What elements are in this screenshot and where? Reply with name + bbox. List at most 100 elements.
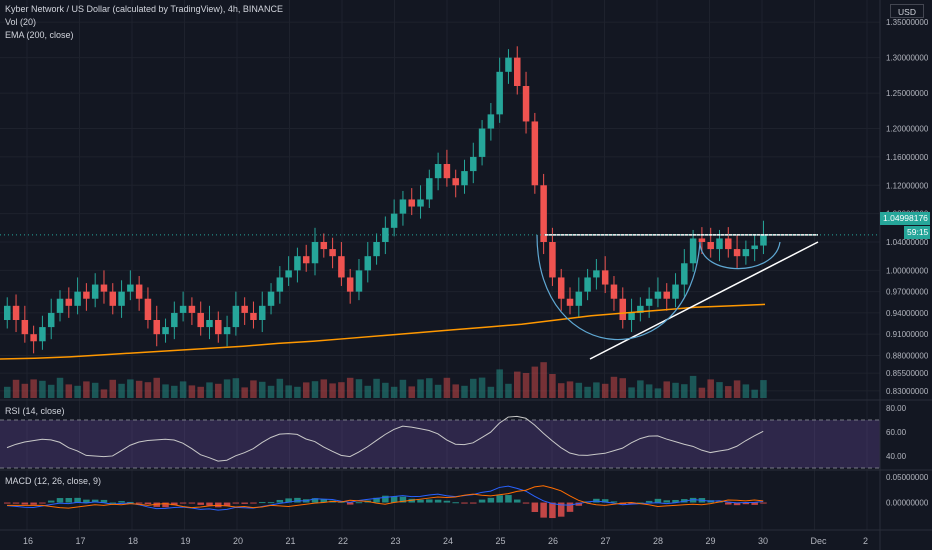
- macd-histogram-bar: [162, 502, 169, 508]
- candle-body: [294, 256, 301, 271]
- macd-histogram-bar: [478, 499, 486, 503]
- candle-body: [91, 284, 99, 299]
- volume-bar: [470, 378, 477, 398]
- volume-bar: [478, 377, 486, 398]
- candle-body: [470, 156, 477, 172]
- macd-histogram-bar: [434, 499, 442, 503]
- symbol-legend: Kyber Network / US Dollar (calculated by…: [5, 4, 283, 14]
- macd-histogram-bar: [733, 502, 741, 506]
- macd-histogram-bar: [566, 502, 574, 512]
- vol-legend: Vol (20): [5, 17, 37, 27]
- macd-histogram-bar: [645, 500, 653, 503]
- candle-body: [65, 298, 73, 306]
- volume-bar: [426, 378, 433, 398]
- macd-histogram-bar: [601, 499, 609, 503]
- macd-histogram-bar: [320, 499, 328, 503]
- macd-histogram-bar: [144, 502, 152, 505]
- price-tick: 1.30000000: [886, 54, 929, 63]
- candle-body: [197, 312, 204, 328]
- volume-bar: [215, 383, 222, 398]
- macd-histogram-bar: [628, 502, 635, 505]
- volume-bar: [628, 387, 635, 398]
- volume-bar: [417, 379, 424, 398]
- price-tick: 1.16000000: [886, 153, 929, 162]
- candle-body: [496, 71, 503, 115]
- candle-body: [188, 305, 196, 313]
- volume-bar: [83, 381, 90, 398]
- candle-body: [232, 305, 240, 328]
- volume-bar: [47, 384, 55, 398]
- rsi-tick: 60.00: [886, 428, 907, 437]
- volume-bar: [496, 369, 503, 398]
- macd-histogram-bar: [153, 502, 160, 507]
- candle-body: [109, 291, 117, 306]
- macd-histogram-bar: [4, 502, 11, 504]
- volume-bar: [487, 386, 495, 398]
- volume-bar: [30, 379, 37, 398]
- volume-bar: [593, 382, 600, 398]
- macd-histogram-bar: [689, 497, 697, 503]
- candle-body: [267, 291, 275, 306]
- macd-histogram-bar: [382, 495, 389, 503]
- volume-bar: [443, 377, 451, 398]
- price-tick: 0.88000000: [886, 351, 929, 360]
- macd-histogram-bar: [232, 502, 240, 504]
- candle-body: [733, 249, 741, 257]
- volume-bar: [522, 373, 530, 398]
- candle-body: [426, 178, 433, 200]
- volume-bar: [654, 388, 662, 398]
- candle-body: [619, 298, 627, 320]
- volume-bar: [39, 380, 46, 398]
- volume-bar: [716, 382, 723, 398]
- volume-bar: [346, 377, 354, 398]
- volume-bar: [12, 379, 20, 398]
- candle-body: [302, 256, 310, 264]
- macd-histogram-bar: [549, 502, 556, 519]
- date-tick: 30: [758, 536, 768, 546]
- candle-body: [364, 256, 372, 271]
- macd-histogram-bar: [760, 502, 767, 504]
- price-tick: 1.35000000: [886, 18, 929, 27]
- candle-body: [593, 270, 600, 278]
- candle-body: [522, 86, 530, 122]
- macd-histogram-bar: [127, 501, 134, 503]
- candle-body: [584, 277, 591, 292]
- macd-histogram-bar: [514, 499, 521, 503]
- candle-body: [408, 199, 415, 207]
- candle-body: [127, 284, 134, 292]
- candle-body: [681, 263, 688, 285]
- candle-body: [540, 185, 547, 242]
- cup-arc: [536, 234, 701, 341]
- date-tick: 29: [706, 536, 716, 546]
- candle-body: [83, 291, 90, 299]
- volume-bar: [294, 386, 301, 398]
- currency-label[interactable]: USD: [890, 4, 924, 18]
- macd-histogram-bar: [223, 502, 231, 507]
- rsi-line: [6, 415, 764, 462]
- price-tick: 1.25000000: [886, 89, 929, 98]
- candle-body: [338, 256, 345, 278]
- candle-body: [74, 291, 81, 306]
- macd-tick: 0.00000000: [886, 499, 929, 508]
- candle-body: [487, 114, 495, 129]
- price-tick: 0.83000000: [886, 387, 929, 396]
- volume-bar: [601, 383, 609, 398]
- candle-body: [215, 320, 222, 335]
- annotations: [0, 234, 880, 360]
- volume-bar: [619, 378, 627, 398]
- date-tick: 27: [601, 536, 611, 546]
- price-tick: 0.97000000: [886, 288, 929, 297]
- price-tick: 1.20000000: [886, 125, 929, 134]
- candle-body: [373, 242, 380, 257]
- macd-histogram-bar: [12, 502, 20, 504]
- macd-histogram-bar: [118, 501, 125, 503]
- candle-body: [4, 305, 11, 320]
- volume-bar: [171, 385, 178, 398]
- macd-histogram-bar: [540, 502, 547, 518]
- date-tick: 23: [391, 536, 401, 546]
- volume-bar: [285, 385, 292, 398]
- price-tick: 1.00000000: [886, 266, 929, 275]
- macd-histogram-bar: [672, 499, 679, 503]
- candle-body: [118, 291, 125, 306]
